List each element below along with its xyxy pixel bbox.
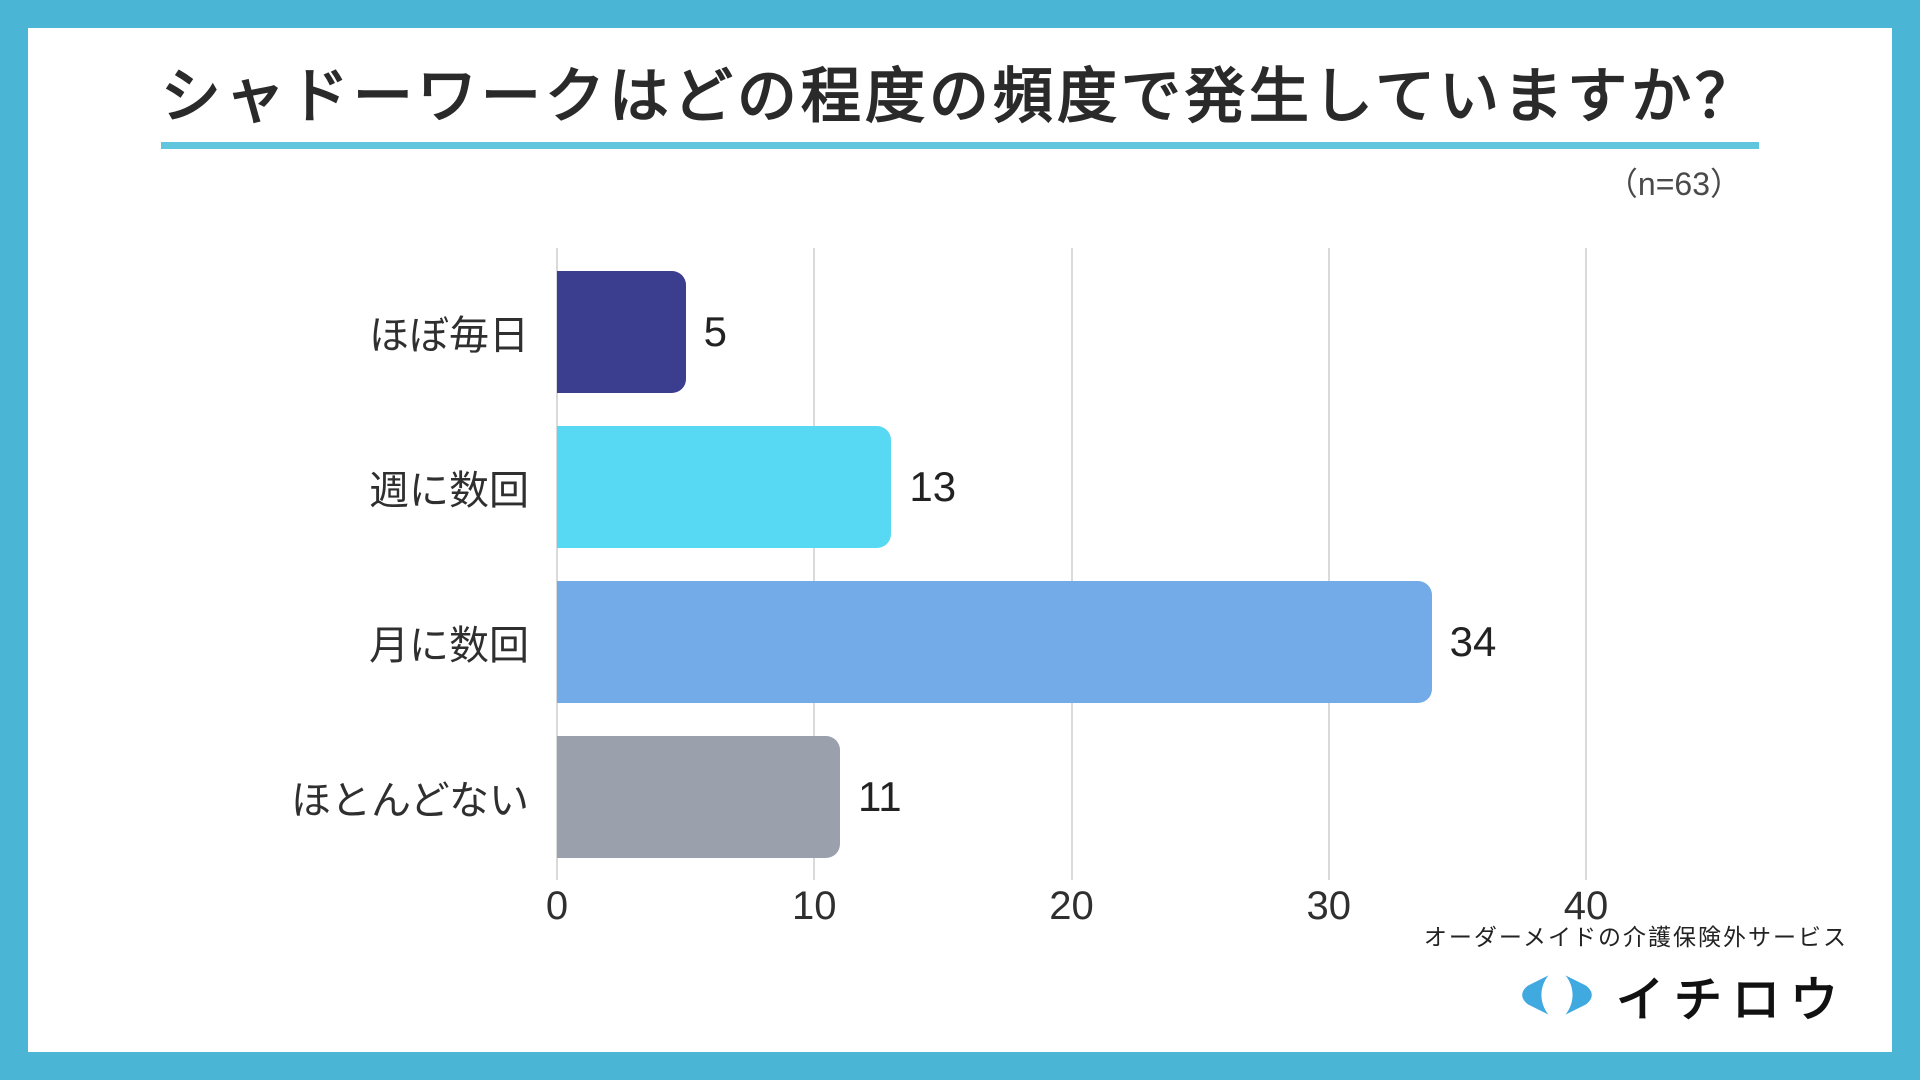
x-tick-label: 0 xyxy=(545,884,569,928)
bar-chart: ほぼ毎日 5 週に数回 13 月に数回 34 ほとんどない 11 0 10 20 30 40 xyxy=(291,248,1608,944)
bar-segment xyxy=(557,270,686,393)
x-axis: 0 10 20 30 40 xyxy=(546,884,1608,944)
plot-area: ほぼ毎日 5 週に数回 13 月に数回 34 ほとんどない 11 xyxy=(291,248,1587,880)
bar-row: ほぼ毎日 5 xyxy=(369,254,1586,409)
category-label: ほぼ毎日 xyxy=(369,313,529,358)
brand-name: イチロウ xyxy=(1615,974,1848,1027)
sample-size-label: （n=63） xyxy=(1605,166,1742,202)
category-label: ほとんどない xyxy=(291,778,529,823)
x-tick-label: 40 xyxy=(1563,884,1609,928)
brand-tagline: オーダーメイドの介護保険外サービス xyxy=(1423,924,1848,950)
bar-rows: ほぼ毎日 5 週に数回 13 月に数回 34 ほとんどない 11 xyxy=(291,254,1586,874)
category-label: 週に数回 xyxy=(369,468,529,513)
x-tick-label: 30 xyxy=(1306,884,1352,928)
bar-segment xyxy=(557,580,1432,703)
value-label: 11 xyxy=(857,772,902,820)
value-label: 5 xyxy=(703,307,727,355)
brand-row: イチロウ xyxy=(1424,960,1848,1030)
x-tick-label: 10 xyxy=(792,884,837,928)
brand-footer: オーダーメイドの介護保険外サービス イチロウ xyxy=(1424,918,1848,1030)
gridline-30 xyxy=(1327,248,1330,880)
title-container: シャドーワークはどの程度の頻度で発生していますか？ xyxy=(28,28,1892,149)
gridline-0 xyxy=(556,248,558,880)
x-tick-label: 20 xyxy=(1049,884,1094,928)
bar-row: ほとんどない 11 xyxy=(291,719,1586,874)
category-label: 月に数回 xyxy=(369,623,529,668)
bar-row: 月に数回 34 xyxy=(369,564,1586,719)
gridline-10 xyxy=(813,248,816,880)
bar-segment xyxy=(557,735,840,858)
bar-row: 週に数回 13 xyxy=(369,409,1586,564)
value-label: 34 xyxy=(1449,617,1497,665)
gridline-20 xyxy=(1070,248,1073,880)
chart-panel: シャドーワークはどの程度の頻度で発生していますか？ （n=63） ほぼ毎日 5 週に… xyxy=(28,28,1892,1052)
value-label: 13 xyxy=(909,462,957,510)
chart-title: シャドーワークはどの程度の頻度で発生していますか？ xyxy=(160,64,1760,149)
bar-segment xyxy=(557,425,892,548)
ichirou-logo-icon xyxy=(1522,975,1592,1015)
gridline-40 xyxy=(1585,248,1587,880)
